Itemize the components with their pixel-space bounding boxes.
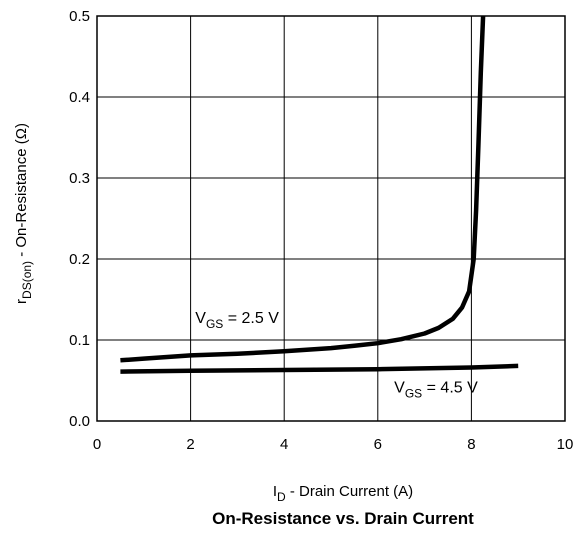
x-tick-label: 2 bbox=[186, 436, 194, 453]
series-label-vgs-4-5: VGS = 4.5 V bbox=[394, 380, 478, 401]
series-label-main: V bbox=[195, 310, 206, 327]
y-axis-label: rDS(on) - On-Resistance (Ω) bbox=[13, 123, 34, 304]
series-label-sub: GS bbox=[405, 387, 422, 401]
x-axis-label-main: I bbox=[273, 483, 277, 500]
y-tick-label: 0.4 bbox=[69, 89, 90, 106]
grid-lines bbox=[96, 15, 566, 422]
y-axis-label-rest: - On-Resistance (Ω) bbox=[13, 123, 30, 261]
series-label-rest: = 2.5 V bbox=[223, 310, 279, 327]
y-tick-label: 0.3 bbox=[69, 170, 90, 187]
series-line-0 bbox=[120, 15, 486, 363]
x-tick-label: 10 bbox=[557, 436, 573, 453]
x-axis-label-sub: D bbox=[277, 490, 286, 504]
series-lines bbox=[120, 15, 519, 374]
tick-labels: 0 2 4 6 8 10 0.0 0.1 0.2 0.3 0.4 0.5 bbox=[69, 8, 573, 453]
series-line-1 bbox=[120, 363, 519, 374]
x-tick-label: 0 bbox=[93, 436, 101, 453]
x-tick-label: 8 bbox=[467, 436, 475, 453]
x-tick-label: 6 bbox=[374, 436, 382, 453]
y-tick-label: 0.1 bbox=[69, 332, 90, 349]
y-tick-label: 0.5 bbox=[69, 8, 90, 25]
y-tick-label: 0.0 bbox=[69, 413, 90, 430]
series-label-main: V bbox=[394, 380, 405, 397]
plot-frame bbox=[96, 15, 566, 422]
series-label-vgs-2-5: VGS = 2.5 V bbox=[195, 310, 279, 331]
x-axis-label: ID - Drain Current (A) bbox=[273, 483, 413, 504]
series-label-rest: = 4.5 V bbox=[422, 380, 478, 397]
x-axis-label-rest: - Drain Current (A) bbox=[286, 483, 414, 500]
y-axis-label-main: r bbox=[13, 299, 30, 304]
series-label-sub: GS bbox=[206, 317, 223, 331]
y-tick-label: 0.2 bbox=[69, 251, 90, 268]
chart-title: On-Resistance vs. Drain Current bbox=[212, 509, 474, 528]
y-axis-label-sub: DS(on) bbox=[20, 261, 34, 299]
x-tick-label: 4 bbox=[280, 436, 288, 453]
